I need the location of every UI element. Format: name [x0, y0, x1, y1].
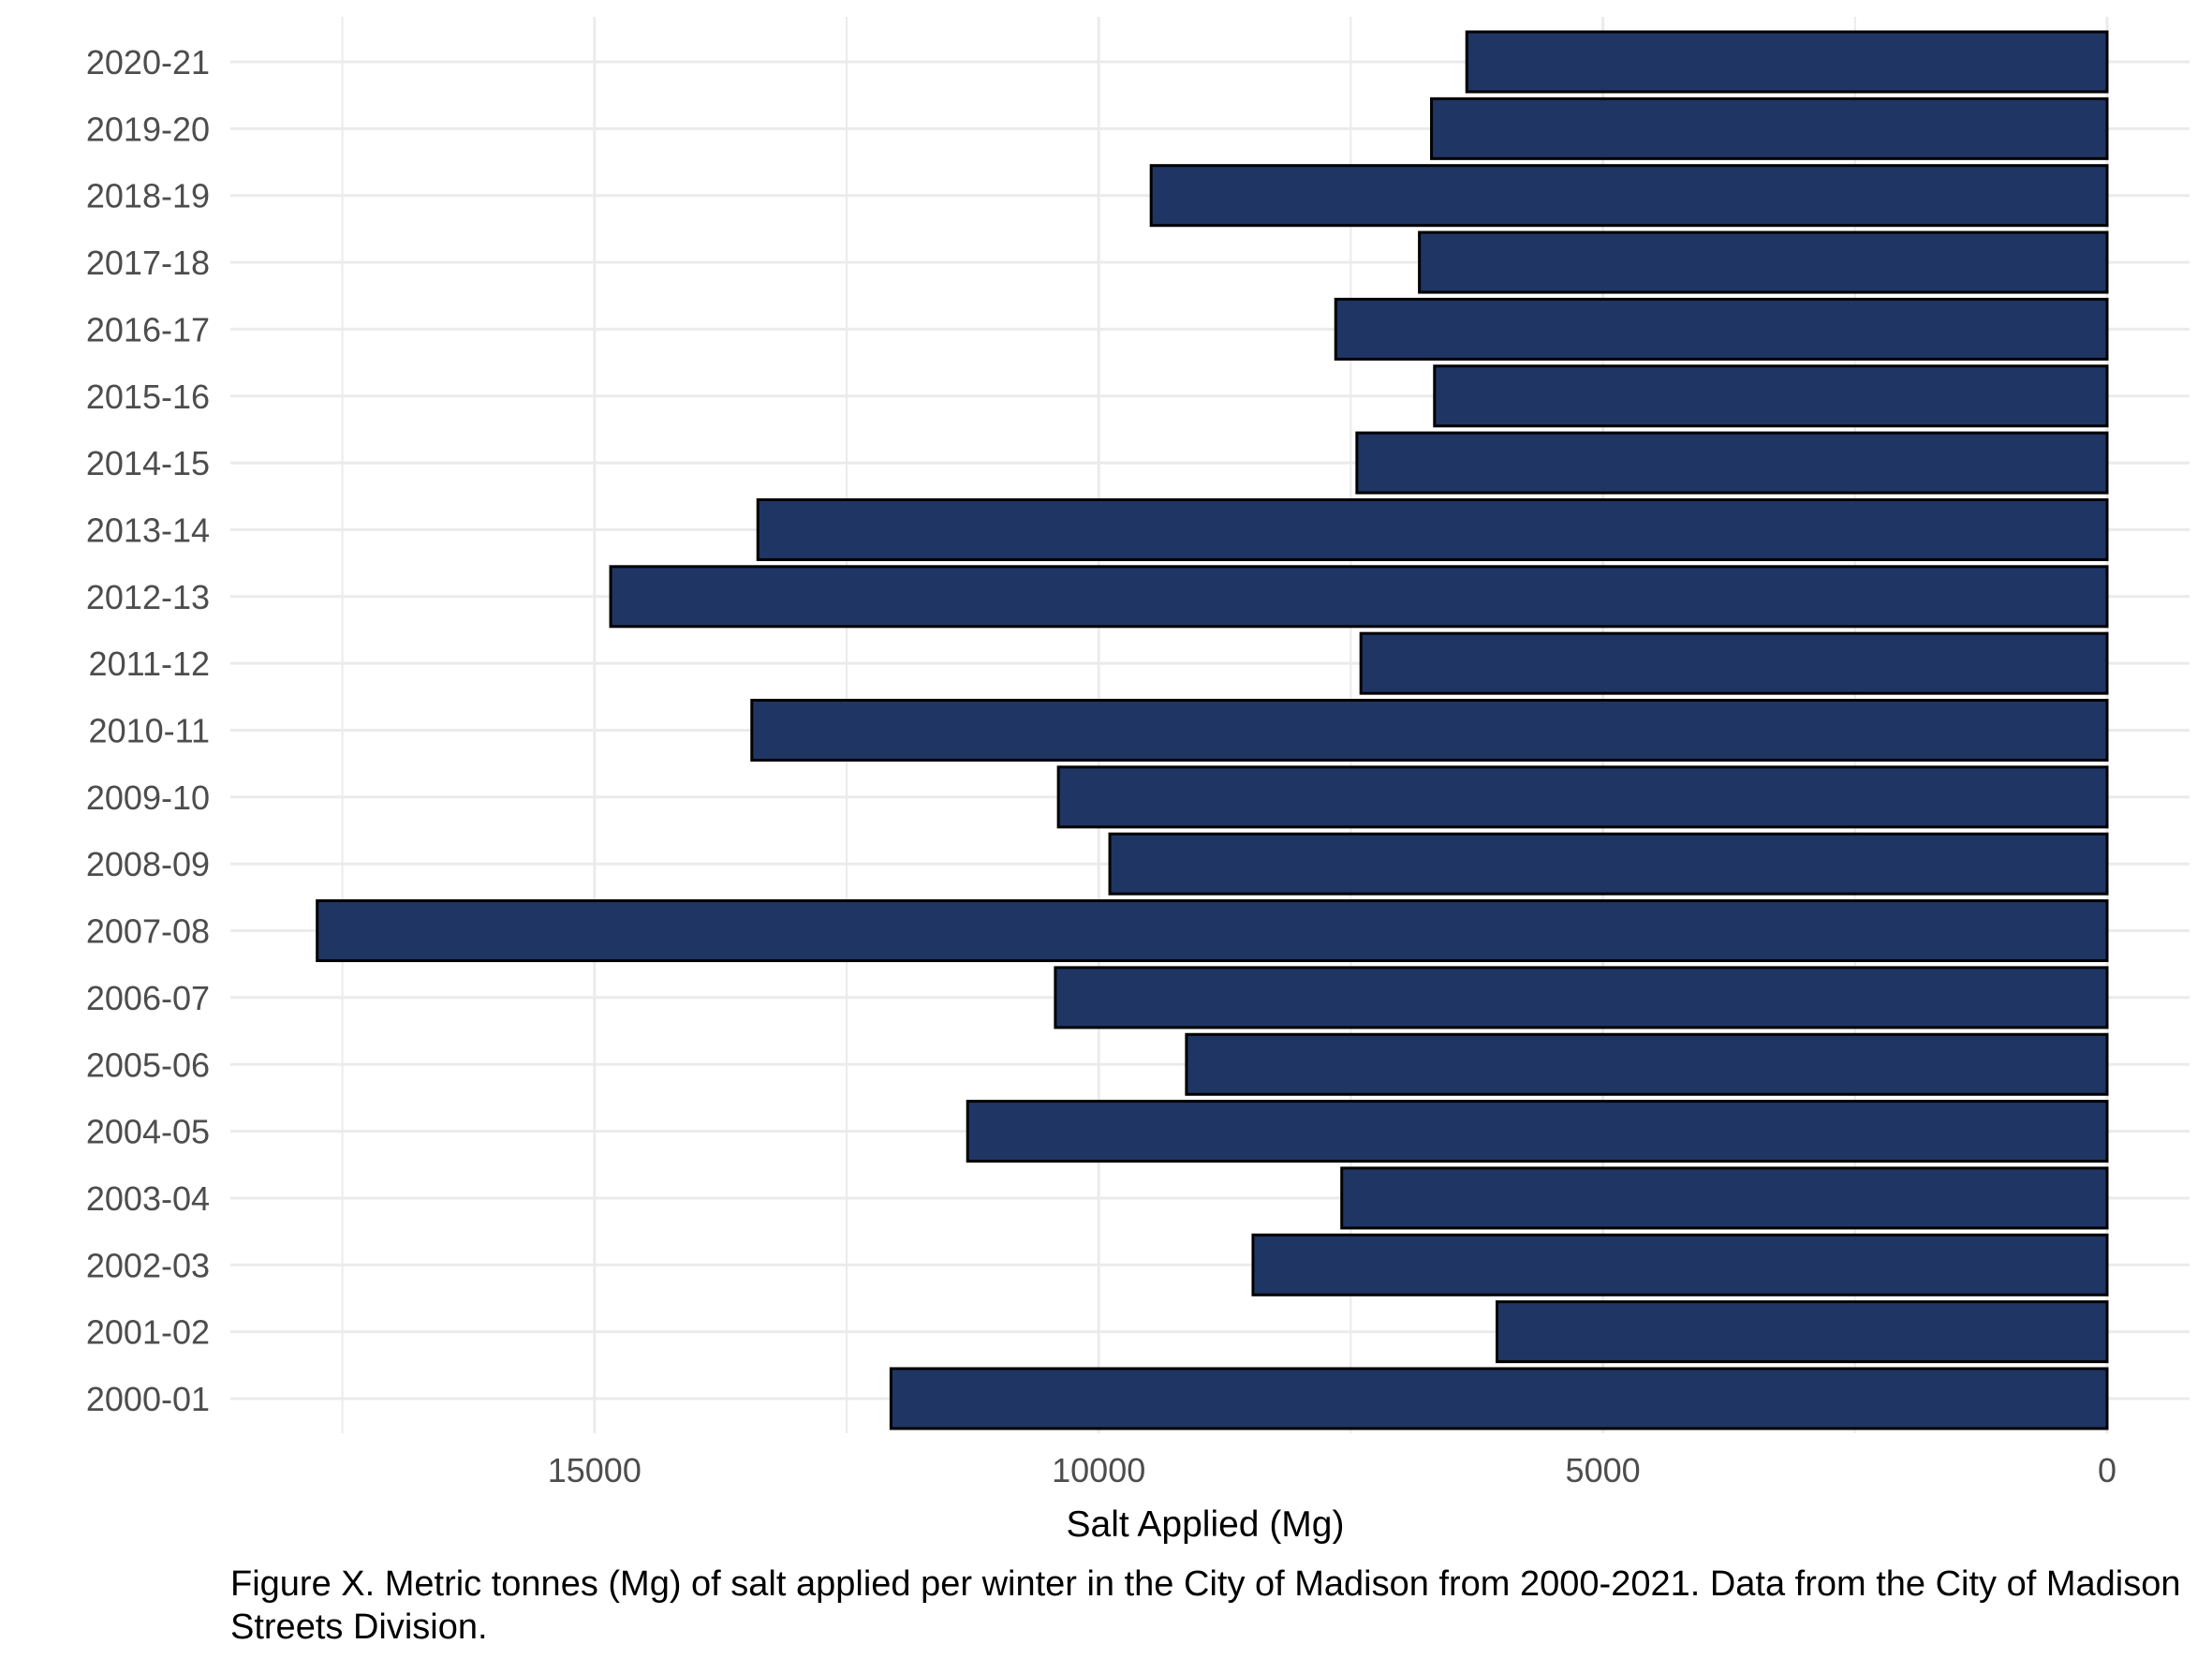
y-tick-label: 2007-08 [86, 912, 210, 951]
bar-2019-20 [1430, 96, 2109, 160]
bar-2012-13 [609, 565, 2109, 629]
y-tick-label: 2018-19 [86, 177, 210, 215]
bar-2006-07 [1054, 966, 2109, 1029]
figure-caption: Figure X. Metric tonnes (Mg) of salt app… [230, 1564, 2181, 1647]
x-tick-label: 5000 [1566, 1451, 1641, 1489]
y-tick-label: 2006-07 [86, 979, 210, 1017]
x-tick-label: 0 [2098, 1451, 2116, 1489]
bar-2016-17 [1334, 297, 2109, 361]
x-tick-label: 15000 [548, 1451, 641, 1489]
y-tick-label: 2012-13 [86, 578, 210, 616]
y-tick-label: 2017-18 [86, 244, 210, 282]
bar-2002-03 [1251, 1233, 2109, 1296]
y-tick-label: 2008-09 [86, 845, 210, 883]
bar-2004-05 [966, 1100, 2109, 1163]
bar-2020-21 [1465, 30, 2109, 94]
y-tick-label: 2002-03 [86, 1246, 210, 1284]
y-tick-label: 2011-12 [89, 644, 210, 683]
bar-2008-09 [1108, 832, 2109, 896]
y-tick-label: 2015-16 [86, 378, 210, 416]
y-tick-label: 2009-10 [86, 778, 210, 817]
bar-2013-14 [756, 497, 2109, 561]
bar-2011-12 [1359, 631, 2109, 695]
bar-2001-02 [1496, 1300, 2109, 1364]
y-axis-tick-labels: 2020-21 2019-20 2018-19 2017-18 2016-17 2015-… [86, 43, 210, 1418]
y-tick-label: 2004-05 [86, 1113, 210, 1151]
y-tick-label: 2020-21 [86, 43, 210, 81]
y-tick-label: 2001-02 [86, 1313, 210, 1352]
bar-2009-10 [1056, 765, 2109, 829]
bar-2015-16 [1433, 364, 2109, 428]
y-tick-label: 2010-11 [89, 712, 210, 750]
x-axis-title: Salt Applied (Mg) [1067, 1504, 1345, 1545]
y-tick-label: 2000-01 [86, 1380, 210, 1418]
y-tick-label: 2013-14 [86, 511, 210, 549]
y-tick-label: 2003-04 [86, 1179, 210, 1218]
x-axis-tick-labels: 15000 10000 5000 0 [548, 1451, 2116, 1489]
salt-applied-bar-chart: 2020-21 2019-20 2018-19 2017-18 2016-17 2015-… [86, 17, 2190, 1545]
bar-2010-11 [750, 699, 2109, 762]
y-tick-label: 2016-17 [86, 310, 210, 348]
bar-2018-19 [1149, 164, 2109, 228]
bar-2014-15 [1355, 431, 2109, 495]
bar-2005-06 [1185, 1032, 2109, 1096]
x-tick-label: 10000 [1052, 1451, 1145, 1489]
y-tick-label: 2014-15 [86, 444, 210, 482]
bar-2007-08 [316, 899, 2109, 963]
bars [316, 30, 2109, 1430]
bar-2017-18 [1418, 230, 2109, 294]
y-tick-label: 2019-20 [86, 110, 210, 148]
bar-2003-04 [1340, 1166, 2109, 1230]
bar-2000-01 [889, 1367, 2109, 1430]
y-tick-label: 2005-06 [86, 1045, 210, 1084]
